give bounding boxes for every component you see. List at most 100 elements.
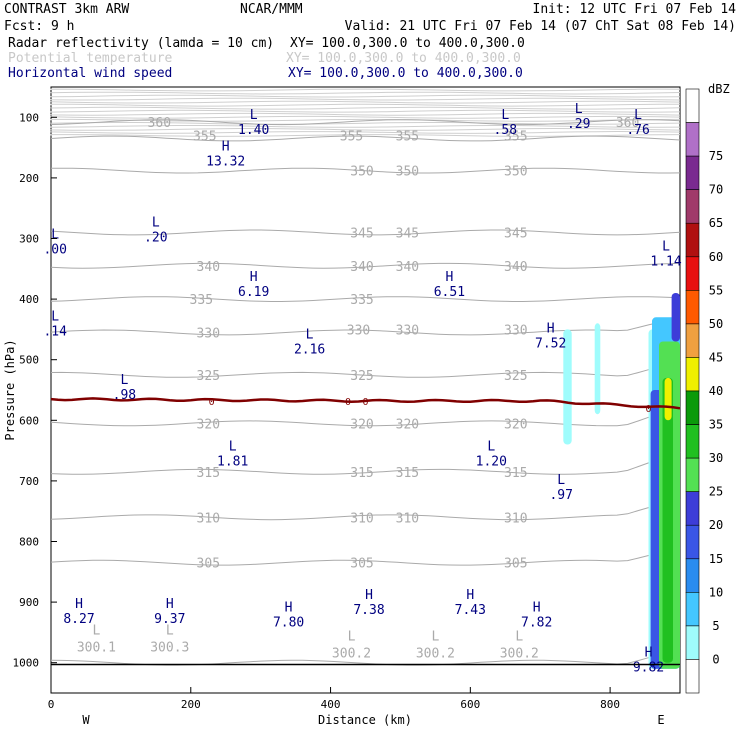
theta-minimum-marker: L (348, 630, 356, 645)
wind-extremum-value: 8.27 (63, 612, 94, 627)
wind-extremum-marker: L (634, 108, 642, 123)
colorbar-swatch (685, 222, 700, 258)
theta-label: 305 (197, 557, 220, 572)
wind-extremum-value: 7.82 (521, 615, 552, 630)
theta-stratosphere-line (50, 127, 681, 131)
colorbar-swatch (685, 424, 700, 459)
theta-label: 330 (396, 323, 419, 338)
theta-label: 350 (396, 165, 419, 180)
colorbar-level-label: 0 (712, 652, 719, 666)
colorbar-swatch (685, 491, 700, 526)
theta-contour-315 (50, 451, 681, 475)
colorbar-swatch (685, 289, 700, 325)
theta-contour-345 (50, 229, 681, 236)
x-axis-west: W (82, 713, 90, 727)
x-tick-label: 0 (48, 698, 55, 711)
theta-label: 360 (616, 116, 639, 131)
theta-stratosphere-line (50, 103, 680, 107)
theta-contour-355 (50, 135, 681, 142)
field-name-theta: Potential temperature (8, 51, 173, 66)
wind-extremum-value: .98 (113, 388, 136, 403)
wind-extremum-marker: H (533, 600, 541, 615)
theta-label: 330 (504, 323, 527, 338)
wind-extremum-marker: L (51, 228, 59, 243)
header-valid: Valid: 21 UTC Fri 07 Feb 14 (07 ChT Sat … (345, 19, 736, 34)
wind-extremum-value: .97 (549, 488, 572, 503)
wind-extremum-marker: H (285, 600, 293, 615)
theta-minimum-value: 300.2 (416, 647, 455, 662)
x-tick-label: 400 (321, 698, 341, 711)
wind-extremum-value: 1.20 (476, 455, 507, 470)
wind-extremum-marker: H (645, 646, 653, 661)
theta-label: 345 (396, 226, 419, 241)
wind-extremum-marker: L (120, 373, 128, 388)
theta-contour-310 (50, 498, 681, 521)
colorbar-level-label: 60 (709, 250, 723, 264)
theta-label: 335 (190, 293, 213, 308)
colorbar-level-label: 10 (709, 585, 723, 599)
theta-label: 325 (197, 369, 220, 384)
wind-extremum-marker: H (222, 140, 230, 155)
header-fcst: Fcst: 9 h (4, 19, 74, 34)
wind-extremum-value: .14 (43, 324, 67, 339)
theta-label: 330 (197, 326, 220, 341)
theta-label: 340 (350, 260, 373, 275)
theta-minimum-value: 300.2 (332, 647, 371, 662)
theta-label: 310 (350, 511, 373, 526)
theta-label: 310 (504, 511, 527, 526)
theta-label: 305 (504, 557, 527, 572)
theta-stratosphere-line (50, 97, 681, 101)
reflectivity-cell (671, 293, 680, 342)
theta-label: 320 (197, 417, 220, 432)
theta-label: 345 (504, 226, 527, 241)
colorbar-swatch (685, 390, 700, 425)
x-tick-label: 800 (600, 698, 620, 711)
colorbar-level-label: 75 (709, 149, 723, 163)
theta-stratosphere-line (50, 94, 681, 98)
theta-label: 340 (197, 260, 220, 275)
wind-extremum-marker: L (51, 309, 59, 324)
colorbar-level-label: 5 (712, 619, 719, 633)
colorbar-level-label: 55 (709, 283, 723, 297)
colorbar-swatch (685, 88, 700, 123)
wind-extremum-marker: H (75, 597, 83, 612)
colorbar-level-label: 35 (709, 418, 723, 432)
wind-extremum-value: 6.19 (238, 285, 269, 300)
wind-extremum-value: 9.82 (633, 661, 664, 676)
freezing-level-line (50, 397, 681, 410)
theta-label: 325 (504, 369, 527, 384)
theta-minimum-marker: L (166, 624, 174, 639)
theta-minimum-value: 300.2 (500, 647, 539, 662)
theta-minimum-value: 300.3 (150, 641, 189, 656)
colorbar-swatch (685, 122, 700, 157)
colorbar-swatch (685, 457, 700, 493)
colorbar-unit: dBZ (708, 82, 730, 96)
freezing-level-label: 0 (209, 397, 215, 408)
wind-extremum-marker: L (557, 473, 565, 488)
colorbar-level-label: 50 (709, 317, 723, 331)
reflectivity-cell (563, 329, 572, 445)
freezing-level-label: 0 (345, 397, 351, 408)
wind-extremum-marker: L (152, 215, 160, 230)
theta-label: 320 (350, 417, 373, 432)
theta-label: 350 (350, 165, 373, 180)
theta-contour-340 (50, 262, 681, 269)
x-axis-label: Distance (km) (318, 713, 412, 727)
theta-contour-305 (50, 547, 681, 566)
wind-extremum-marker: L (250, 108, 258, 123)
theta-label: 340 (504, 260, 527, 275)
theta-stratosphere-line (50, 91, 681, 95)
y-tick-label: 600 (19, 414, 39, 427)
wind-extremum-marker: L (306, 328, 314, 343)
freezing-level-label: 0 (645, 404, 651, 415)
theta-stratosphere-line (50, 130, 681, 134)
theta-label: 355 (193, 130, 216, 145)
theta-label: 360 (148, 116, 171, 131)
wind-extremum-value: 2.16 (294, 343, 325, 358)
colorbar-swatch (685, 357, 700, 392)
field-xy-reflectivity: XY= 100.0,300.0 to 400.0,300.0 (290, 36, 525, 51)
wind-extremum-value: .76 (626, 123, 649, 138)
plot-frame (50, 86, 681, 694)
wind-extremum-value: 1.14 (650, 255, 681, 270)
